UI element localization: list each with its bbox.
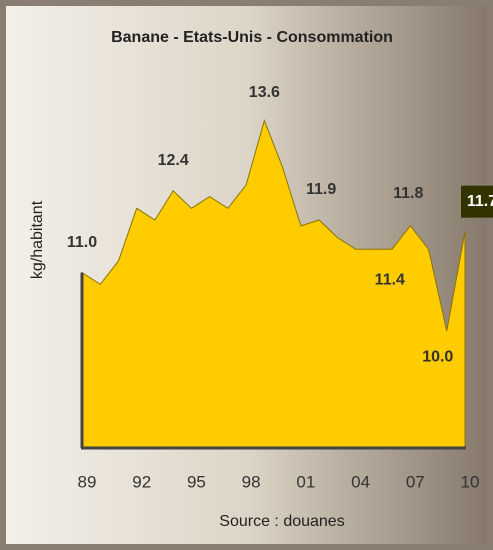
x-tick-label: 92	[132, 472, 151, 491]
value-label: 12.4	[158, 152, 189, 169]
source: Source : douanes	[219, 513, 344, 530]
value-label-box	[461, 185, 493, 218]
x-tick-label: 01	[296, 472, 315, 491]
x-tick-label: 89	[78, 472, 97, 491]
y-axis-label: kg/habitant	[29, 200, 46, 279]
value-label: 11.7	[467, 193, 493, 210]
value-label: 10.0	[422, 348, 453, 365]
value-label: 11.9	[306, 181, 336, 198]
x-tick-label: 10	[461, 472, 480, 491]
value-label: 13.6	[249, 84, 280, 101]
chart-title: Banane - Etats-Unis - Consommation	[111, 29, 393, 46]
area	[81, 119, 466, 449]
x-tick-label: 04	[351, 472, 370, 491]
x-tick-label: 98	[242, 472, 261, 491]
x-tick-label: 07	[406, 472, 425, 491]
value-label: 11.4	[375, 271, 405, 288]
x-tick-label: 95	[187, 472, 206, 491]
value-label: 11.0	[67, 234, 97, 251]
value-label: 11.8	[393, 185, 423, 202]
